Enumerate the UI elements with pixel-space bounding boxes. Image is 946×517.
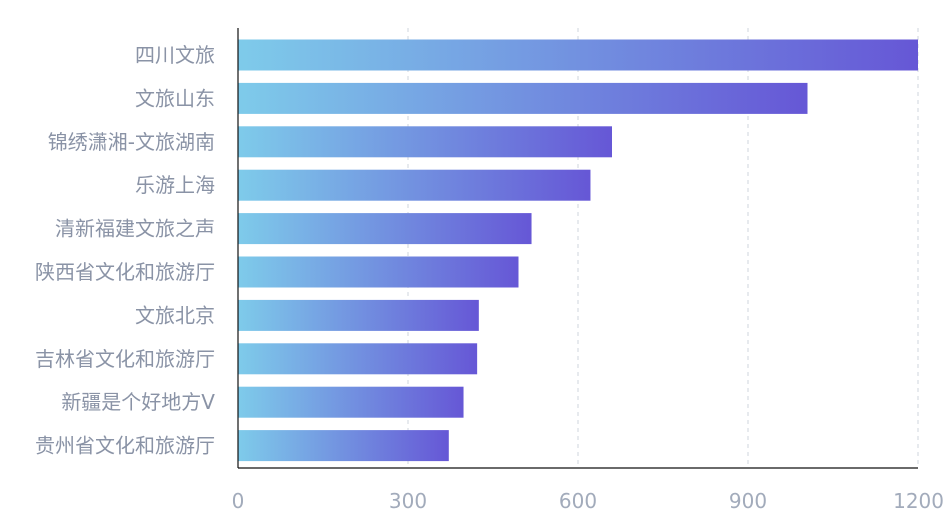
category-label-8: 吉林省文化和旅游厅 (35, 347, 215, 371)
x-tick-label-0: 0 (232, 489, 245, 513)
x-tick-label-1200: 1200 (893, 489, 944, 513)
bar-6 (238, 256, 519, 288)
bar-10 (238, 430, 449, 462)
bars (238, 39, 918, 462)
category-labels: 四川文旅文旅山东锦绣潇湘-文旅湖南乐游上海清新福建文旅之声陕西省文化和旅游厅文旅… (35, 43, 215, 458)
bar-7 (238, 299, 479, 331)
x-tick-label-900: 900 (729, 489, 767, 513)
x-tick-labels: 0 300 600 900 1200 (232, 489, 944, 513)
x-tick-label-300: 300 (389, 489, 427, 513)
axes (237, 28, 918, 469)
category-label-6: 陕西省文化和旅游厅 (35, 260, 215, 284)
category-label-4: 乐游上海 (135, 173, 215, 197)
bar-4 (238, 169, 591, 201)
bar-8 (238, 343, 478, 375)
category-label-9: 新疆是个好地方V (61, 390, 215, 414)
category-label-3: 锦绣潇湘-文旅湖南 (48, 130, 215, 154)
category-label-2: 文旅山东 (135, 86, 215, 110)
bar-9 (238, 386, 464, 418)
bar-3 (238, 126, 612, 158)
bar-5 (238, 213, 532, 245)
category-label-1: 四川文旅 (135, 43, 215, 67)
bar-2 (238, 82, 808, 114)
category-label-5: 清新福建文旅之声 (55, 217, 215, 241)
category-label-10: 贵州省文化和旅游厅 (35, 434, 215, 458)
x-tick-label-600: 600 (559, 489, 597, 513)
category-label-7: 文旅北京 (135, 303, 215, 327)
bar-1 (238, 39, 918, 71)
